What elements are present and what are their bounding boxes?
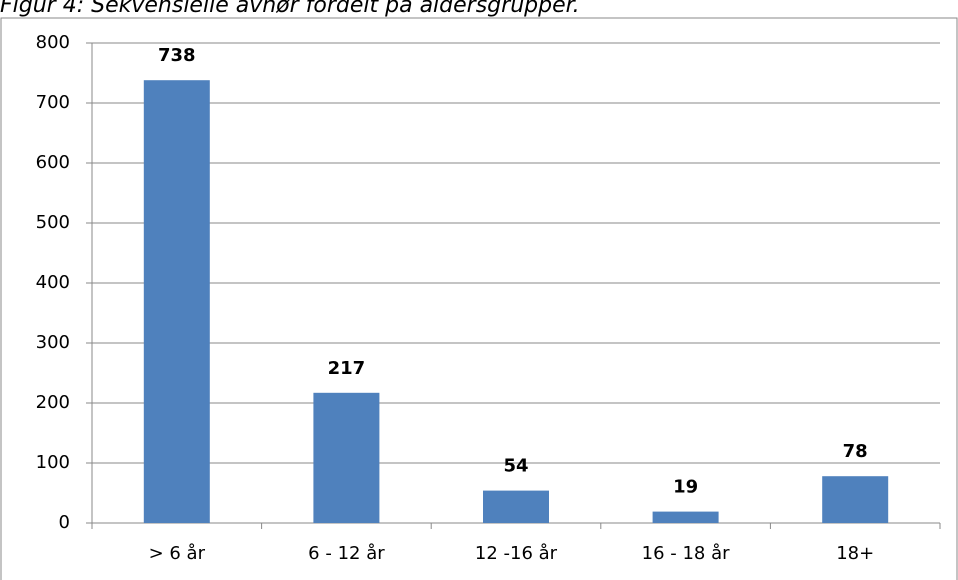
y-tick-label: 800 [36, 32, 70, 53]
data-label: 19 [673, 477, 698, 498]
data-label: 54 [503, 456, 528, 477]
x-tick-label: 6 - 12 år [308, 543, 385, 564]
y-tick-label: 0 [59, 512, 70, 533]
bar [483, 490, 549, 523]
y-tick-label: 400 [36, 272, 70, 293]
bar [143, 80, 210, 523]
y-tick-label: 100 [36, 452, 70, 473]
y-tick-label: 200 [36, 392, 70, 413]
x-tick-label: 18+ [836, 543, 874, 564]
x-tick-label: 16 - 18 år [642, 543, 730, 564]
y-tick-label: 600 [36, 152, 70, 173]
x-tick-label: 12 -16 år [475, 543, 558, 564]
y-tick-label: 700 [36, 92, 70, 113]
bar [652, 511, 719, 523]
bar [313, 392, 380, 523]
data-label: 78 [843, 441, 868, 462]
chart-border [0, 17, 958, 580]
y-tick-label: 300 [36, 332, 70, 353]
data-label: 738 [158, 45, 196, 66]
bar [822, 476, 889, 523]
chart-title: Figur 4: Sekvensielle avhør fordelt på a… [0, 0, 580, 18]
x-tick-label: > 6 år [149, 543, 206, 564]
data-label: 217 [328, 358, 366, 379]
y-tick-label: 500 [36, 212, 70, 233]
